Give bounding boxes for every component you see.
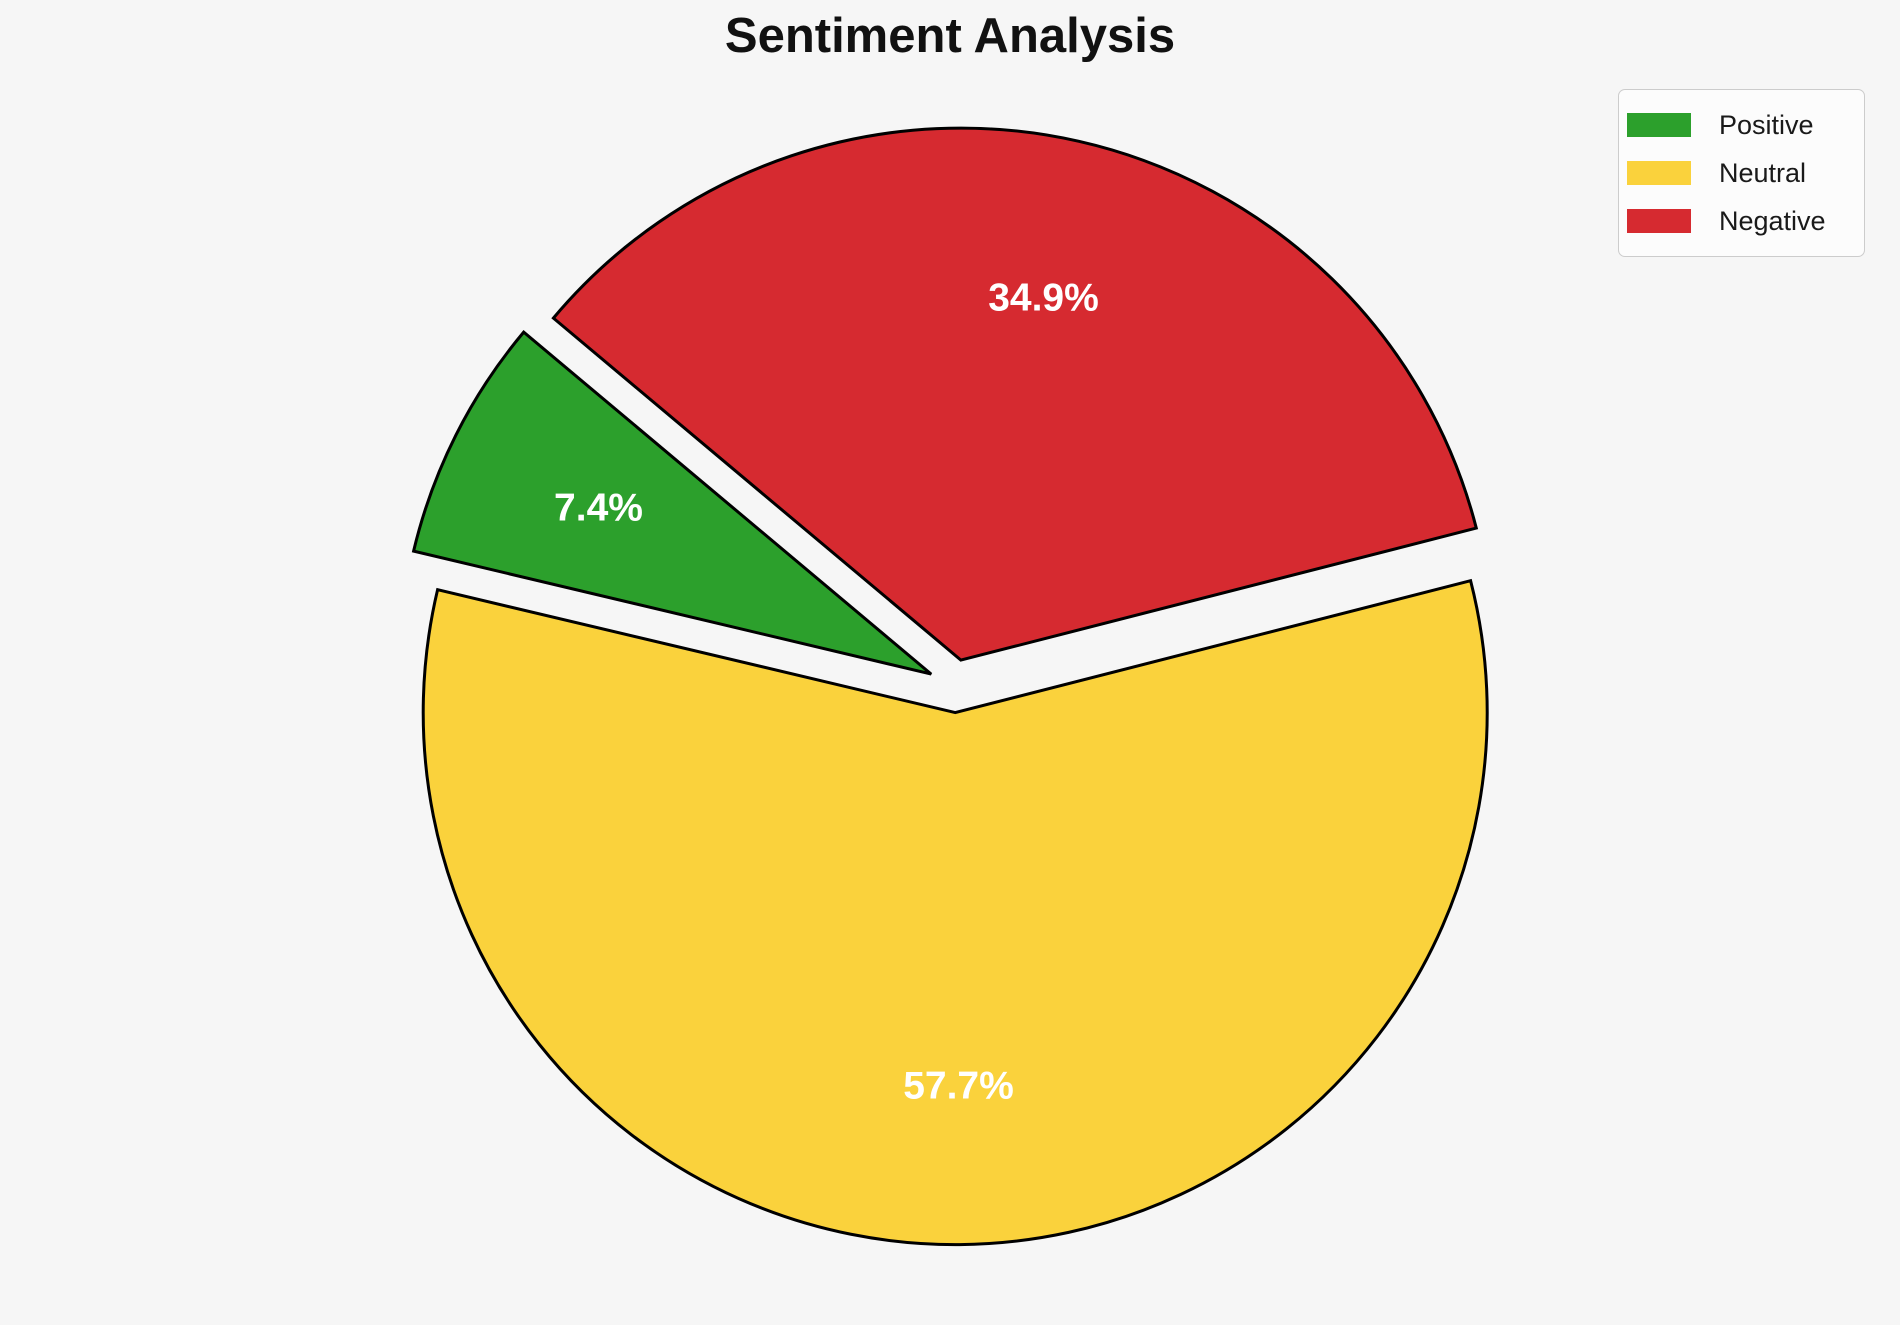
legend-label-positive: Positive [1719, 109, 1814, 140]
pie-slice-neutral [421, 578, 1489, 1247]
pct-label-negative: 34.9% [988, 277, 1099, 320]
legend-label-neutral: Neutral [1719, 157, 1807, 188]
legend-swatch-negative-icon [1627, 209, 1691, 233]
legend-item-positive: Positive [1627, 101, 1854, 149]
legend-label-negative: Negative [1719, 205, 1826, 236]
pie-slice-positive [411, 329, 933, 676]
legend-item-neutral: Neutral [1627, 149, 1854, 197]
legend-swatch-neutral-icon [1627, 161, 1691, 185]
chart-title: Sentiment Analysis [724, 9, 1176, 63]
legend: Positive Neutral Negative [1618, 89, 1865, 257]
legend-swatch-positive-icon [1627, 113, 1691, 137]
pie-slice-negative [551, 126, 1479, 662]
pct-label-positive: 7.4% [554, 486, 643, 529]
legend-item-negative: Negative [1627, 197, 1854, 245]
pct-label-neutral: 57.7% [903, 1065, 1014, 1108]
